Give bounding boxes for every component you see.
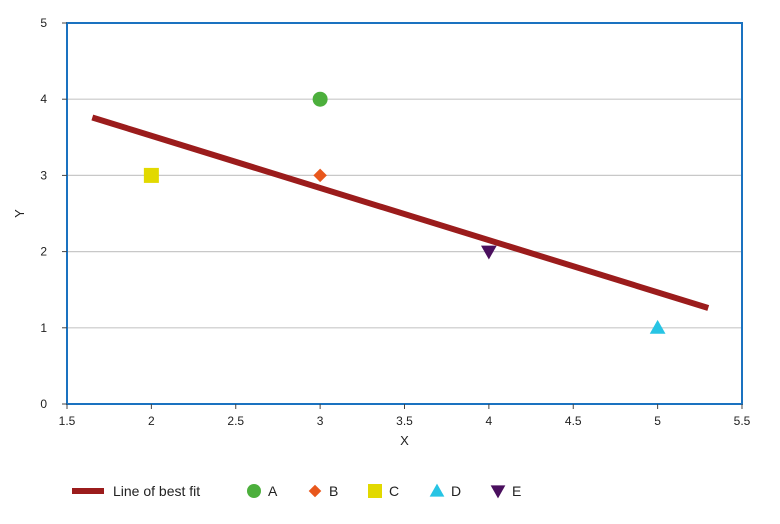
legend-label-a: A xyxy=(268,483,278,499)
y-tick-label: 4 xyxy=(40,92,47,106)
legend-label-d: D xyxy=(451,483,461,499)
y-axis-ticks: 0 1 2 3 4 5 xyxy=(40,16,67,411)
data-point-a xyxy=(312,91,328,107)
legend: Line of best fit A B C D E xyxy=(72,483,521,499)
x-tick-label: 4.5 xyxy=(565,414,582,428)
legend-marker-c xyxy=(368,484,382,498)
data-point-c xyxy=(143,167,159,183)
legend-marker-e xyxy=(490,485,506,499)
legend-marker-a xyxy=(247,484,261,498)
y-tick-label: 3 xyxy=(40,168,47,182)
x-tick-label: 1.5 xyxy=(59,414,76,428)
y-tick-label: 5 xyxy=(40,16,47,30)
legend-marker-b xyxy=(308,484,322,498)
data-point-b xyxy=(313,168,327,183)
legend-label-e: E xyxy=(512,483,521,499)
x-axis-ticks: 1.5 2 2.5 3 3.5 4 4.5 5 5.5 xyxy=(59,404,751,428)
y-tick-label: 0 xyxy=(40,397,47,411)
legend-label-c: C xyxy=(389,483,399,499)
y-axis-title: Y xyxy=(12,209,27,218)
y-tick-label: 2 xyxy=(40,245,47,259)
y-tick-label: 1 xyxy=(40,321,47,335)
x-tick-label: 3.5 xyxy=(396,414,413,428)
x-tick-label: 5 xyxy=(654,414,661,428)
data-point-d xyxy=(649,319,666,334)
legend-marker-d xyxy=(429,483,445,497)
fit-line-layer xyxy=(91,114,710,311)
x-tick-label: 2 xyxy=(148,414,155,428)
data-point-e xyxy=(481,245,497,260)
x-tick-label: 4 xyxy=(486,414,493,428)
data-points xyxy=(143,91,666,334)
x-axis-title: X xyxy=(400,433,409,448)
x-tick-label: 3 xyxy=(317,414,324,428)
grid-lines xyxy=(67,98,742,329)
x-tick-label: 2.5 xyxy=(227,414,244,428)
legend-label-b: B xyxy=(329,483,338,499)
line-of-best-fit xyxy=(91,114,710,311)
legend-fit-line-label: Line of best fit xyxy=(113,483,200,499)
x-tick-label: 5.5 xyxy=(734,414,751,428)
